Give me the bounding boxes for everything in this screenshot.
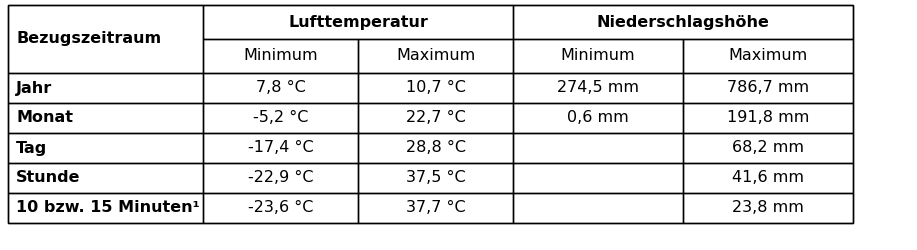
Text: 274,5 mm: 274,5 mm [557, 80, 639, 96]
Bar [513, 5, 853, 39]
Text: Bezugszeitraum: Bezugszeitraum [16, 32, 161, 46]
Text: -22,9 °C: -22,9 °C [248, 170, 314, 186]
Bar [358, 39, 513, 73]
Text: 191,8 mm: 191,8 mm [727, 110, 809, 126]
Bar [8, 73, 203, 103]
Bar [8, 5, 853, 223]
Bar [203, 39, 358, 73]
Bar [8, 103, 203, 133]
Text: 68,2 mm: 68,2 mm [732, 140, 804, 156]
Text: 28,8 °C: 28,8 °C [405, 140, 466, 156]
Bar [358, 103, 513, 133]
Bar [513, 193, 683, 223]
Bar [358, 133, 513, 163]
Bar [513, 39, 683, 73]
Text: Lufttemperatur: Lufttemperatur [288, 14, 428, 30]
Text: Monat: Monat [16, 110, 73, 126]
Bar [358, 193, 513, 223]
Bar [513, 133, 683, 163]
Text: -17,4 °C: -17,4 °C [248, 140, 314, 156]
Text: 41,6 mm: 41,6 mm [732, 170, 804, 186]
Bar [513, 103, 683, 133]
Bar [683, 163, 853, 193]
Text: Maximum: Maximum [396, 48, 475, 64]
Bar [203, 103, 358, 133]
Text: Maximum: Maximum [728, 48, 808, 64]
Text: 786,7 mm: 786,7 mm [727, 80, 809, 96]
Bar [203, 5, 513, 39]
Text: 37,5 °C: 37,5 °C [405, 170, 465, 186]
Text: -23,6 °C: -23,6 °C [248, 200, 314, 216]
Text: Jahr: Jahr [16, 80, 52, 96]
Bar [683, 73, 853, 103]
Bar [8, 5, 203, 73]
Text: -5,2 °C: -5,2 °C [253, 110, 308, 126]
Bar [513, 73, 683, 103]
Text: 7,8 °C: 7,8 °C [256, 80, 305, 96]
Bar [8, 193, 203, 223]
Bar [203, 193, 358, 223]
Text: Minimum: Minimum [560, 48, 635, 64]
Text: Niederschlagshöhe: Niederschlagshöhe [597, 14, 769, 30]
Text: 37,7 °C: 37,7 °C [405, 200, 465, 216]
Bar [683, 103, 853, 133]
Bar [8, 133, 203, 163]
Text: 22,7 °C: 22,7 °C [405, 110, 465, 126]
Bar [8, 163, 203, 193]
Bar [203, 163, 358, 193]
Bar [683, 39, 853, 73]
Text: 10 bzw. 15 Minuten¹: 10 bzw. 15 Minuten¹ [16, 200, 200, 216]
Text: Tag: Tag [16, 140, 48, 156]
Bar [203, 133, 358, 163]
Bar [513, 163, 683, 193]
Bar [683, 193, 853, 223]
Text: 10,7 °C: 10,7 °C [405, 80, 466, 96]
Text: 23,8 mm: 23,8 mm [732, 200, 804, 216]
Text: Stunde: Stunde [16, 170, 81, 186]
Text: 0,6 mm: 0,6 mm [567, 110, 629, 126]
Bar [358, 73, 513, 103]
Text: Minimum: Minimum [243, 48, 318, 64]
Bar [358, 163, 513, 193]
Bar [203, 73, 358, 103]
Bar [683, 133, 853, 163]
